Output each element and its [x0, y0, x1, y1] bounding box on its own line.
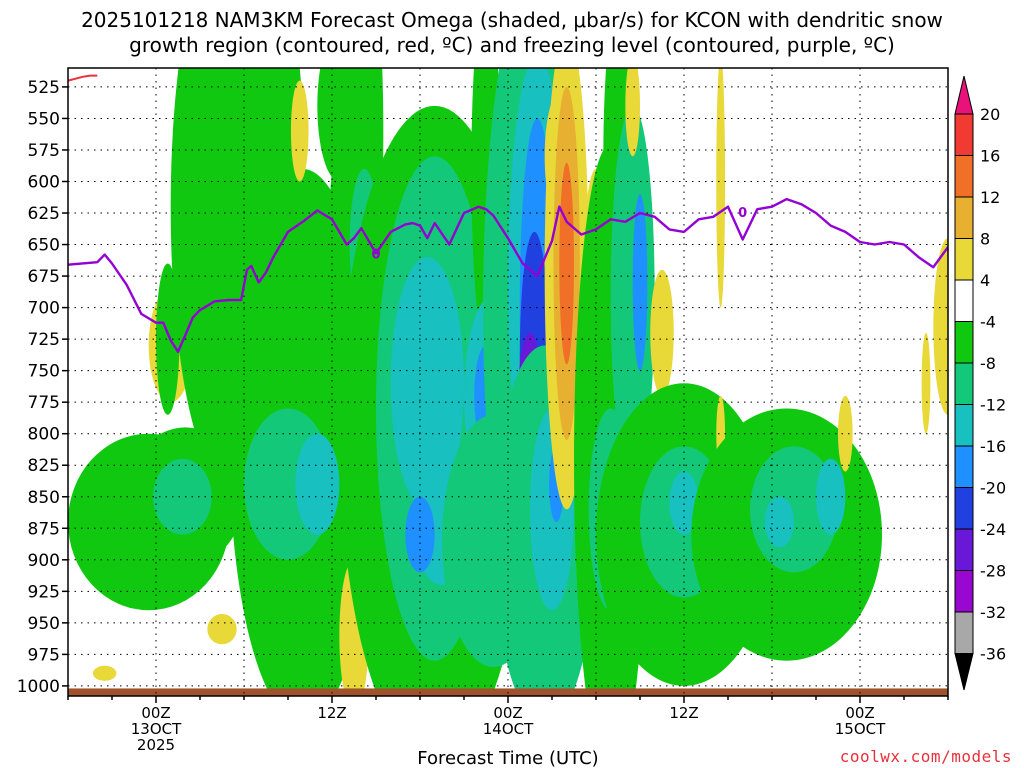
y-tick-label: 525	[28, 78, 60, 98]
colorbar-bin	[954, 487, 974, 530]
colorbar-bin	[954, 445, 974, 488]
y-tick-label: 650	[28, 236, 60, 256]
colorbar-bin	[954, 528, 974, 571]
colorbar-label: -8	[980, 354, 996, 373]
chart-title-line1: 2025101218 NAM3KM Forecast Omega (shaded…	[81, 8, 943, 32]
omega-cell	[716, 68, 726, 308]
y-tick-label: 725	[28, 330, 60, 350]
y-tick-label: 575	[28, 141, 60, 161]
colorbar: 20 16 12 8 4 -4 -8 -12 -16 -20 -24 -28 -32 -36	[954, 75, 1006, 691]
x-tick-label: 00Z	[141, 704, 170, 722]
omega-shading	[68, 68, 948, 696]
x-tick-label: 12Z	[669, 704, 698, 722]
omega-cell	[650, 269, 674, 396]
colorbar-label: -12	[980, 396, 1006, 415]
credit-text[interactable]: coolwx.com/models	[840, 747, 1012, 766]
omega-cell	[632, 194, 648, 371]
omega-cell	[156, 263, 180, 415]
omega-cell	[559, 162, 575, 365]
colorbar-label: 12	[980, 188, 1000, 207]
colorbar-bin	[954, 321, 974, 364]
y-tick-label: 675	[28, 267, 60, 287]
y-tick-label: 825	[28, 456, 60, 476]
omega-cell	[290, 80, 309, 182]
x-axis-label: Forecast Time (UTC)	[417, 748, 598, 768]
y-tick-label: 600	[28, 172, 60, 192]
colorbar-bottom-arrow	[954, 653, 974, 691]
y-tick-label: 750	[28, 362, 60, 382]
colorbar-bin	[954, 113, 974, 156]
x-tick-label: 13OCT	[131, 720, 182, 738]
colorbar-label: 20	[980, 105, 1000, 124]
colorbar-bin	[954, 611, 974, 654]
omega-cell	[816, 458, 846, 535]
colorbar-label: -32	[980, 603, 1006, 622]
colorbar-label: -36	[980, 645, 1006, 664]
y-tick-label: 625	[28, 204, 60, 224]
colorbar-bin	[954, 238, 974, 281]
contour-lines: 00	[68, 74, 948, 353]
x-tick-label: 14OCT	[483, 720, 534, 738]
y-tick-label: 850	[28, 488, 60, 508]
colorbar-bin	[954, 362, 974, 405]
colorbar-bin	[954, 155, 974, 198]
freezing-level-line	[68, 197, 948, 353]
colorbar-label: 16	[980, 147, 1000, 166]
x-tick-label: 15OCT	[835, 720, 886, 738]
colorbar-bin	[954, 404, 974, 447]
omega-cell	[669, 471, 699, 535]
colorbar-label: 4	[980, 271, 990, 290]
x-tick-label: 00Z	[845, 704, 874, 722]
omega-cell	[610, 105, 655, 485]
y-tick-label: 800	[28, 425, 60, 445]
freezing-level-label: 0	[371, 247, 380, 262]
omega-cell	[921, 332, 931, 434]
colorbar-bin	[954, 570, 974, 613]
omega-cell	[153, 458, 212, 535]
y-tick-label: 900	[28, 551, 60, 571]
dgz-contour-line	[68, 74, 98, 82]
x-tick-label: 2025	[137, 736, 175, 754]
colorbar-top-arrow	[954, 75, 974, 115]
colorbar-label: -4	[980, 313, 996, 332]
omega-cell	[207, 614, 237, 645]
y-axis: 525 550 575 600 625 650 675 700 725 750 775 800 825 8…	[17, 78, 68, 697]
omega-cell	[933, 238, 948, 415]
y-tick-label: 950	[28, 614, 60, 634]
omega-cell	[764, 496, 794, 548]
omega-cell	[838, 395, 853, 472]
colorbar-bin	[954, 279, 974, 322]
omega-cell	[92, 665, 117, 681]
omega-cell	[405, 496, 435, 573]
y-tick-label: 1000	[17, 677, 60, 697]
omega-cell	[295, 433, 340, 535]
y-tick-label: 875	[28, 519, 60, 539]
y-tick-label: 925	[28, 582, 60, 602]
colorbar-label: -24	[980, 520, 1006, 539]
colorbar-bin	[954, 196, 974, 239]
omega-cell	[390, 257, 465, 510]
y-tick-label: 775	[28, 393, 60, 413]
x-tick-label: 12Z	[317, 704, 346, 722]
colorbar-label: 8	[980, 230, 990, 249]
colorbar-label: -28	[980, 562, 1006, 581]
y-tick-label: 700	[28, 299, 60, 319]
chart-title-line2: growth region (contoured, red, ºC) and f…	[129, 33, 895, 57]
colorbar-label: -20	[980, 479, 1006, 498]
colorbar-label: -16	[980, 437, 1006, 456]
freezing-level-label: 0	[738, 206, 747, 221]
omega-cell	[625, 68, 640, 157]
x-tick-label: 00Z	[493, 704, 522, 722]
y-tick-label: 550	[28, 109, 60, 129]
y-tick-label: 975	[28, 645, 60, 665]
